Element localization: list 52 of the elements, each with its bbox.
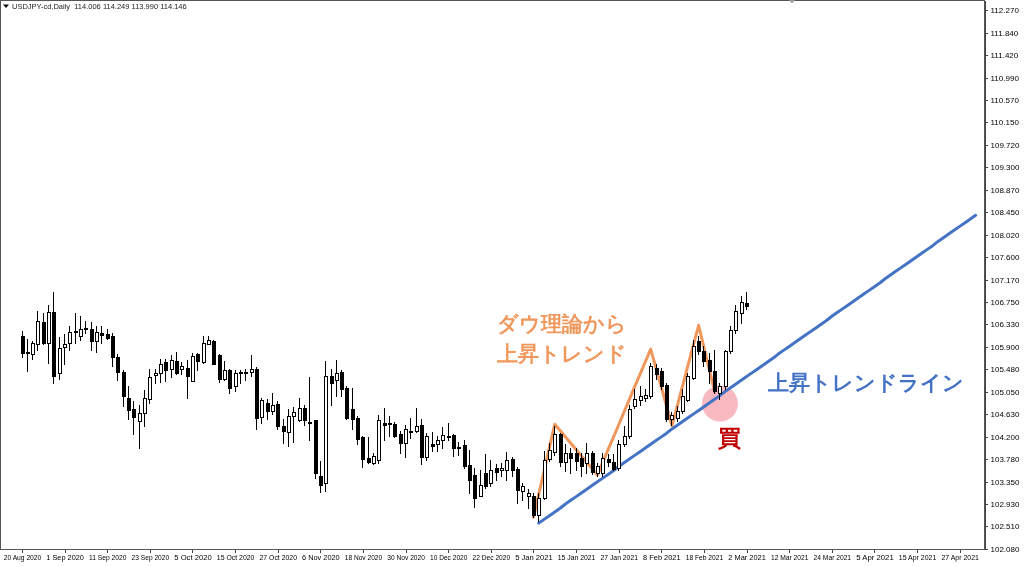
annotation: 買 (716, 425, 741, 451)
x-tick-label: 8 Feb 2021 (643, 552, 681, 562)
x-tick-label: 10 Dec 2020 (429, 552, 468, 562)
x-tick-label: 30 Nov 2020 (387, 552, 425, 562)
y-tick-label: 108.450 (990, 208, 1020, 218)
x-tick-label: 27 Jan 2021 (600, 552, 638, 562)
x-tick-label: 20 Aug 2020 (3, 552, 42, 562)
x-tick-label: 5 Jan 2021 (515, 552, 553, 562)
y-tick-label: 102.510 (990, 522, 1020, 532)
y-tick-label: 104.630 (990, 410, 1020, 420)
x-tick-label: 2 Mar 2021 (728, 552, 766, 562)
y-tick-label: 102.930 (990, 500, 1020, 510)
y-tick-label: 103.780 (990, 455, 1020, 465)
x-tick-label: 23 Sep 2020 (131, 552, 170, 562)
x-tick-label: 12 Mar 2021 (770, 552, 809, 562)
y-tick-label: 106.750 (990, 298, 1020, 308)
y-tick-label: 102.080 (990, 545, 1020, 555)
y-tick-label: 108.020 (990, 230, 1020, 240)
x-tick-label: 15 Apr 2021 (898, 552, 937, 562)
y-tick-label: 106.330 (990, 320, 1020, 330)
y-tick-label: 110.150 (990, 118, 1020, 128)
x-tick-label: 15 Oct 2020 (216, 552, 255, 562)
x-tick-label: 15 Jan 2021 (557, 552, 596, 562)
y-tick-label: 109.300 (990, 163, 1020, 173)
series-label: 上昇トレンドライン (767, 371, 964, 395)
y-tick-label: 104.200 (990, 432, 1020, 442)
x-tick-label: 5 Oct 2020 (174, 552, 213, 562)
x-tick-label: 18 Feb 2021 (685, 552, 724, 562)
candlestick (62, 334, 67, 366)
x-tick-label: 24 Mar 2021 (813, 552, 852, 562)
y-tick-label: 110.990 (990, 73, 1020, 83)
y-tick-label: 111.840 (990, 28, 1019, 38)
y-tick-label: 111.420 (990, 51, 1019, 61)
x-tick-label: 1 Sep 2020 (46, 552, 84, 562)
y-tick-label: 107.600 (990, 253, 1020, 263)
y-tick-label: 103.350 (990, 477, 1020, 487)
x-tick-label: 27 Apr 2021 (941, 552, 979, 562)
y-tick-label: 105.900 (990, 343, 1020, 353)
y-tick-label: 105.050 (990, 387, 1020, 397)
series-label: ダウ理論から上昇トレンド (496, 312, 627, 366)
y-tick-label: 109.720 (990, 140, 1020, 150)
x-tick-label: 11 Sep 2020 (88, 552, 127, 562)
y-tick-label: 105.480 (990, 365, 1020, 375)
y-tick-label: 110.570 (990, 96, 1020, 106)
x-tick-label: 22 Dec 2020 (472, 552, 511, 562)
x-tick-label: 27 Oct 2020 (259, 552, 298, 562)
y-tick-label: 107.170 (990, 275, 1020, 285)
x-tick-label: 18 Nov 2020 (344, 552, 383, 562)
x-tick-label: 5 Apr 2021 (856, 552, 894, 562)
y-tick-label: 112.270 (990, 6, 1020, 16)
y-tick-label: 108.870 (990, 185, 1020, 195)
x-tick-label: 6 Nov 2020 (302, 552, 340, 562)
